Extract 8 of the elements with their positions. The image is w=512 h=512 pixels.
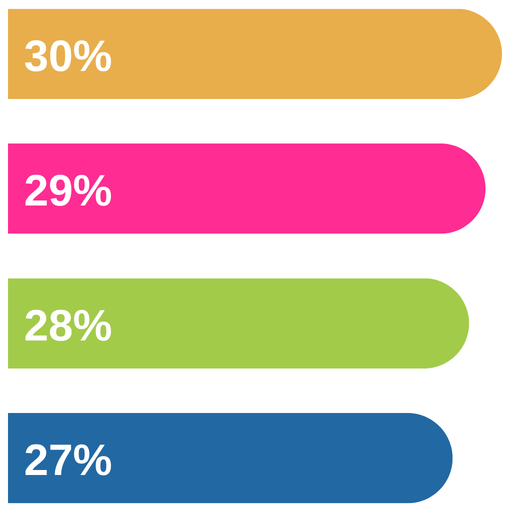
data-label: 27%: [24, 436, 112, 486]
bar: [8, 143, 486, 234]
bar: [8, 413, 453, 504]
bar: [8, 278, 470, 369]
data-label: 29%: [24, 166, 112, 216]
data-label: 30%: [24, 32, 112, 81]
bar: [8, 8, 502, 99]
data-label: 28%: [24, 301, 112, 350]
